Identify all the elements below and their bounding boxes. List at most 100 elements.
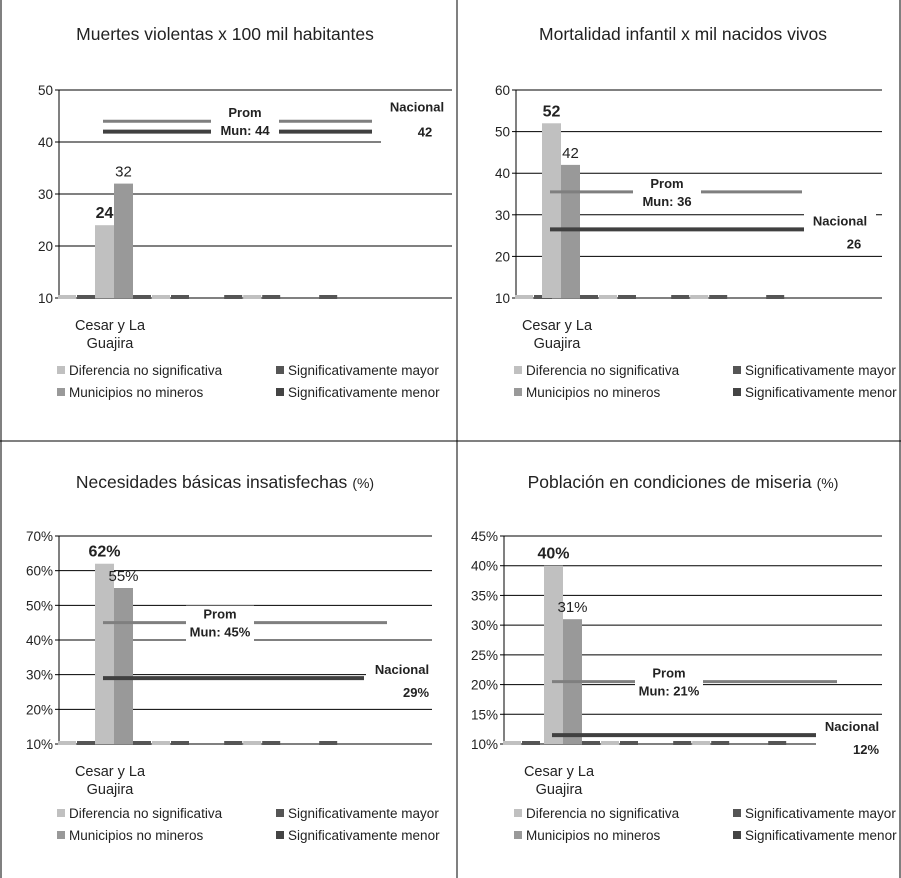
baseline-stub-bar [692, 741, 711, 745]
x-category-label-line2: Guajira [87, 782, 135, 798]
baseline-stub-bar [58, 295, 76, 299]
nacional-label: Nacional [390, 100, 444, 115]
x-category-label: Cesar y La [75, 318, 146, 334]
baseline-stub-bar [224, 741, 243, 745]
legend-swatch [733, 831, 741, 839]
prom-mun-value-label: Mun: 21% [639, 684, 700, 699]
prom-mun-value-label: Mun: 44 [220, 123, 270, 138]
legend-label: Significativamente menor [745, 828, 897, 843]
nacional-value-label: 26 [847, 236, 861, 251]
baseline-stub-bar [133, 741, 151, 745]
legend-swatch [57, 366, 65, 374]
bar-municipios-no-mineros [114, 183, 133, 298]
y-tick-label: 20 [38, 239, 53, 254]
prom-label-background [211, 104, 279, 141]
baseline-stub-bar [711, 741, 730, 745]
y-tick-label: 30 [495, 208, 510, 223]
bar-value-label: 62% [88, 544, 120, 561]
nacional-label: Nacional [375, 662, 429, 677]
baseline-stub-bar [319, 295, 338, 299]
baseline-stub-bar [262, 295, 281, 299]
baseline-stub-bar [673, 741, 692, 745]
baseline-stub-bar [671, 295, 690, 299]
y-tick-label: 70% [26, 529, 53, 544]
baseline-stub-bar [224, 295, 243, 299]
y-tick-label: 40% [471, 559, 498, 574]
x-category-label-line2: Guajira [534, 336, 582, 352]
bar-value-label: 31% [557, 599, 587, 616]
legend-label: Significativamente menor [288, 828, 440, 843]
chart-panel-3: Necesidades básicas insatisfechas (%) 10% 2… [26, 472, 440, 843]
legend-swatch [733, 388, 741, 396]
legend-swatch [276, 388, 284, 396]
legend-label: Diferencia no significativa [526, 363, 680, 378]
bar-municipios-no-mineros [561, 164, 580, 298]
legend-swatch [514, 831, 522, 839]
baseline-stub-bar [152, 741, 170, 745]
bar-value-label: 40% [537, 546, 569, 563]
y-tick-label: 60% [26, 564, 53, 579]
legend-swatch [57, 831, 65, 839]
bar-value-label: 52 [543, 103, 561, 120]
legend-swatch [514, 366, 522, 374]
y-tick-label: 45% [471, 529, 498, 544]
baseline-stub-bar [171, 741, 189, 745]
y-tick-label: 10 [38, 291, 53, 306]
prom-mun-value-label: Mun: 45% [190, 625, 251, 640]
nacional-label-background [381, 115, 453, 152]
legend-label: Diferencia no significativa [69, 806, 223, 821]
prom-label: Prom [203, 607, 236, 622]
y-tick-label: 35% [471, 588, 498, 603]
y-tick-label: 15% [471, 707, 498, 722]
bar-diferencia-no-significativa [95, 563, 114, 744]
prom-label: Prom [650, 176, 683, 191]
x-category-label: Cesar y La [522, 318, 593, 334]
baseline-stub-bar [58, 741, 76, 745]
legend-label: Significativamente mayor [288, 806, 439, 821]
baseline-stub-bar [766, 295, 785, 299]
y-tick-label: 25% [471, 648, 498, 663]
x-category-label: Cesar y La [524, 764, 595, 780]
baseline-stub-bar [77, 741, 95, 745]
y-tick-label: 30 [38, 187, 53, 202]
baseline-stub-bar [243, 295, 262, 299]
baseline-stub-bar [599, 295, 617, 299]
nacional-label-background [366, 662, 438, 699]
baseline-stub-bar [243, 741, 262, 745]
legend-swatch [57, 388, 65, 396]
y-tick-label: 50 [38, 83, 53, 98]
legend-swatch [733, 366, 741, 374]
chart-title: Mortalidad infantil x mil nacidos vivos [539, 24, 827, 44]
legend-label: Significativamente mayor [288, 363, 439, 378]
nacional-label: Nacional [813, 213, 867, 228]
y-tick-label: 30% [26, 668, 53, 683]
y-tick-label: 40% [26, 633, 53, 648]
y-tick-label: 50 [495, 125, 510, 140]
y-tick-label: 30% [471, 618, 498, 633]
baseline-stub-bar [515, 295, 533, 299]
chart-panel-1: Muertes violentas x 100 mil habitantes 10… [38, 24, 453, 400]
bar-municipios-no-mineros [114, 588, 133, 744]
legend-label: Significativamente mayor [745, 806, 896, 821]
y-tick-label: 50% [26, 598, 53, 613]
prom-label-background [186, 605, 254, 642]
baseline-stub-bar [152, 295, 170, 299]
legend-swatch [276, 366, 284, 374]
prom-label-background [633, 174, 701, 211]
prom-label-background [635, 664, 703, 701]
baseline-stub-bar [690, 295, 709, 299]
nacional-label-background [804, 213, 876, 250]
legend-swatch [514, 388, 522, 396]
legend-label: Municipios no mineros [69, 828, 204, 843]
baseline-stub-bar [319, 741, 338, 745]
baseline-stub-bar [618, 295, 636, 299]
baseline-stub-bar [503, 741, 521, 745]
y-tick-label: 40 [495, 166, 510, 181]
legend-swatch [514, 809, 522, 817]
baseline-stub-bar [77, 295, 95, 299]
bar-value-label: 32 [115, 164, 132, 181]
nacional-label-background [816, 719, 888, 756]
baseline-stub-bar [620, 741, 638, 745]
